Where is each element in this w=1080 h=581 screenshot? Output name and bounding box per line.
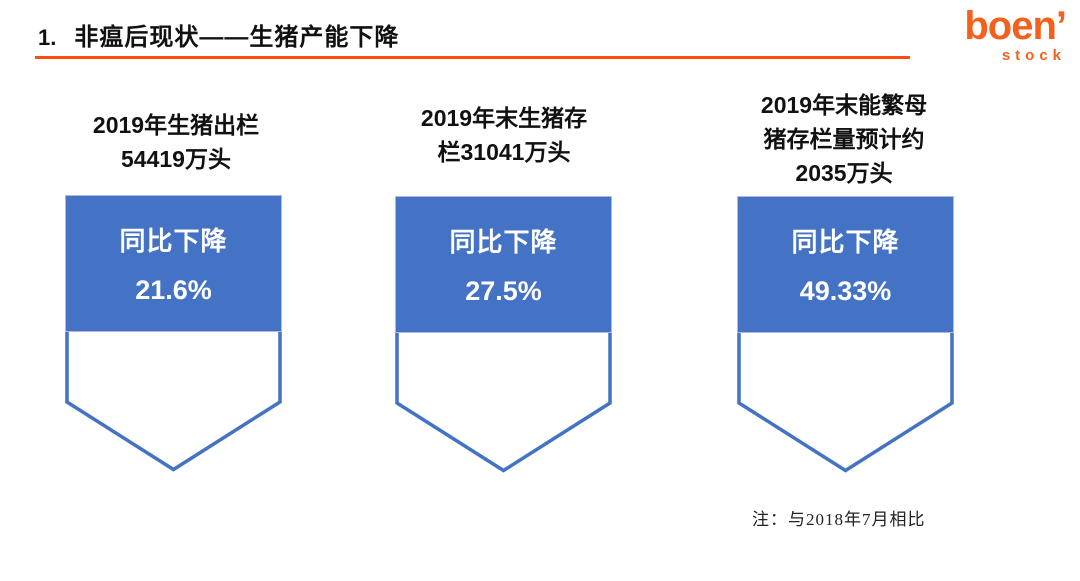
yoy-decline-value: 21.6% — [135, 274, 212, 305]
pennant-text-block: 同比下降 27.5% — [395, 196, 612, 332]
yoy-decline-value: 27.5% — [465, 275, 542, 306]
stat-caption-hog-inventory: 2019年末生猪存 栏31041万头 — [420, 105, 588, 165]
section-number: 1. — [38, 25, 57, 50]
page-title: 非瘟后现状——生猪产能下降 — [74, 24, 400, 51]
stat-caption-hog-slaughter: 2019年生猪出栏 54419万头 — [92, 112, 260, 172]
yoy-decline-label: 同比下降 — [119, 225, 228, 256]
yoy-decline-label: 同比下降 — [791, 226, 900, 257]
pennant-shape — [737, 196, 954, 473]
brand-wordmark: boen’ — [964, 4, 1067, 48]
pennant-text-block: 同比下降 21.6% — [65, 195, 282, 331]
stat-caption-sow-inventory: 2019年末能繁母 猪存栏量预计约 2035万头 — [760, 92, 928, 186]
pennant-shape — [395, 196, 612, 473]
yoy-decline-value: 49.33% — [799, 275, 892, 306]
footnote: 注：与2018年7月相比 — [752, 510, 926, 529]
pennant-text-block: 同比下降 49.33% — [737, 196, 954, 332]
pennant-hog-slaughter: 同比下降 21.6% — [65, 195, 282, 473]
pennant-shape — [65, 195, 282, 472]
brand-subtext: stock — [1001, 47, 1066, 64]
pennant-hog-inventory: 同比下降 27.5% — [395, 196, 612, 474]
slide-header: 1. 非瘟后现状——生猪产能下降 — [38, 17, 399, 52]
yoy-decline-label: 同比下降 — [449, 226, 558, 257]
title-underline — [35, 56, 910, 59]
pennant-sow-inventory: 同比下降 49.33% — [737, 196, 954, 474]
brand-logo: boen’ stock — [926, 4, 1067, 64]
